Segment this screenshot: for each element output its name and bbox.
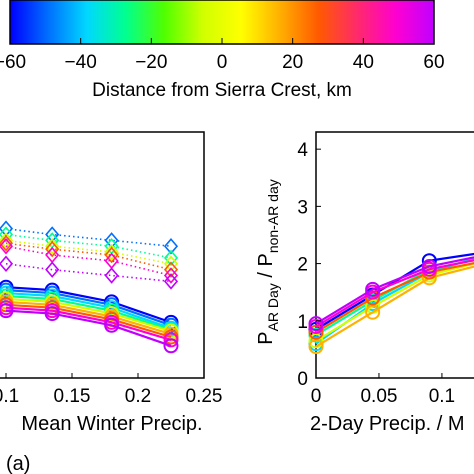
colorbar-tick-label: −20 bbox=[135, 52, 167, 73]
colorbar-gradient bbox=[9, 0, 435, 45]
right-y-axis-label: PAR Day / Pnon-AR day bbox=[255, 179, 281, 345]
series-marker bbox=[104, 246, 119, 264]
right-series-group bbox=[308, 252, 474, 355]
series-marker bbox=[163, 332, 179, 348]
series-marker bbox=[163, 255, 179, 273]
series-line bbox=[5, 233, 172, 259]
series-marker bbox=[308, 333, 324, 349]
series-marker bbox=[0, 235, 14, 252]
series-marker bbox=[0, 232, 14, 249]
series-line bbox=[5, 297, 172, 333]
ylabel-sub1: AR Day bbox=[265, 283, 281, 331]
series-marker bbox=[163, 237, 179, 255]
colorbar-tick-label: −40 bbox=[65, 52, 97, 73]
series-line bbox=[5, 227, 172, 248]
series-marker bbox=[0, 255, 14, 273]
colorbar-tick-label: 40 bbox=[353, 52, 374, 73]
series-line bbox=[315, 259, 474, 328]
x-tick-label: 0.1 bbox=[429, 386, 455, 407]
series-line bbox=[5, 300, 172, 336]
panel-label: (a) bbox=[6, 453, 30, 474]
right-panel: 0 1 2 3 4 0 0.05 0.1 PAR Day / Pnon-AR day 2-D… bbox=[255, 131, 474, 435]
colorbar-tick-label: 60 bbox=[423, 52, 444, 73]
x-tick-label: 0.25 bbox=[186, 386, 223, 407]
colorbar-tick-label: 20 bbox=[282, 52, 303, 73]
colorbar: −60 −40 −20 0 20 40 60 Distance from Sierra Cr… bbox=[0, 0, 445, 101]
series-marker bbox=[45, 240, 60, 258]
series-marker bbox=[104, 243, 119, 261]
right-y-ticks: 0 1 2 3 4 bbox=[297, 140, 321, 390]
ylabel-mid: / P bbox=[255, 253, 277, 283]
x-tick-label: 0 bbox=[311, 386, 322, 407]
left-panel: 0.1 0.15 0.2 0.25 Mean Winter Precip. bbox=[0, 131, 222, 435]
series-line bbox=[5, 309, 172, 347]
series-marker bbox=[308, 339, 324, 355]
right-x-ticks: 0 0.05 0.1 bbox=[311, 373, 455, 407]
series-line bbox=[315, 262, 474, 342]
series-marker bbox=[45, 261, 60, 278]
colorbar-tick-label: 0 bbox=[217, 52, 228, 73]
series-marker bbox=[365, 281, 381, 297]
series-marker bbox=[163, 261, 179, 278]
series-marker bbox=[0, 237, 14, 255]
right-x-axis-label: 2-Day Precip. / M bbox=[310, 413, 464, 435]
series-line bbox=[5, 286, 172, 324]
series-marker bbox=[44, 306, 60, 322]
series-marker bbox=[163, 273, 179, 290]
series-line bbox=[315, 265, 474, 348]
x-tick-label: 0.05 bbox=[360, 386, 397, 407]
left-series-group bbox=[0, 220, 179, 354]
series-line bbox=[5, 306, 172, 341]
y-tick-label: 4 bbox=[297, 140, 308, 161]
series-line bbox=[5, 289, 172, 327]
series-line bbox=[5, 303, 172, 339]
series-line bbox=[5, 291, 172, 330]
series-marker bbox=[365, 304, 381, 320]
series-marker bbox=[421, 258, 437, 274]
series-marker bbox=[45, 237, 60, 255]
series-marker bbox=[308, 316, 324, 332]
y-tick-label: 2 bbox=[297, 255, 308, 276]
series-marker bbox=[0, 226, 14, 243]
series-line bbox=[5, 242, 172, 271]
right-plot-frame bbox=[315, 131, 474, 379]
x-tick-label: 0.1 bbox=[0, 386, 19, 407]
series-marker bbox=[104, 267, 119, 284]
series-line bbox=[5, 294, 172, 332]
ylabel-p1: P bbox=[255, 331, 277, 344]
series-line bbox=[5, 239, 172, 265]
y-tick-label: 1 bbox=[297, 312, 308, 333]
y-tick-label: 0 bbox=[297, 369, 308, 390]
x-tick-label: 0.2 bbox=[125, 386, 151, 407]
ylabel-sub2: non-AR day bbox=[265, 179, 281, 253]
series-line bbox=[315, 262, 474, 334]
series-line bbox=[5, 262, 172, 283]
colorbar-ticks: −60 −40 −20 0 20 40 60 bbox=[0, 38, 445, 73]
colorbar-tick-label: −60 bbox=[0, 52, 26, 73]
series-marker bbox=[163, 338, 179, 354]
series-line bbox=[5, 245, 172, 277]
y-tick-label: 3 bbox=[297, 197, 308, 218]
left-plot-frame bbox=[0, 131, 205, 379]
x-tick-label: 0.15 bbox=[54, 386, 91, 407]
series-marker bbox=[163, 267, 179, 284]
colorbar-label: Distance from Sierra Crest, km bbox=[92, 80, 352, 101]
series-line bbox=[315, 256, 474, 325]
left-x-ticks: 0.1 0.15 0.2 0.25 bbox=[0, 373, 222, 407]
series-marker bbox=[104, 317, 120, 333]
left-x-axis-label: Mean Winter Precip. bbox=[21, 413, 202, 435]
series-marker bbox=[163, 249, 179, 267]
series-marker bbox=[0, 303, 14, 319]
